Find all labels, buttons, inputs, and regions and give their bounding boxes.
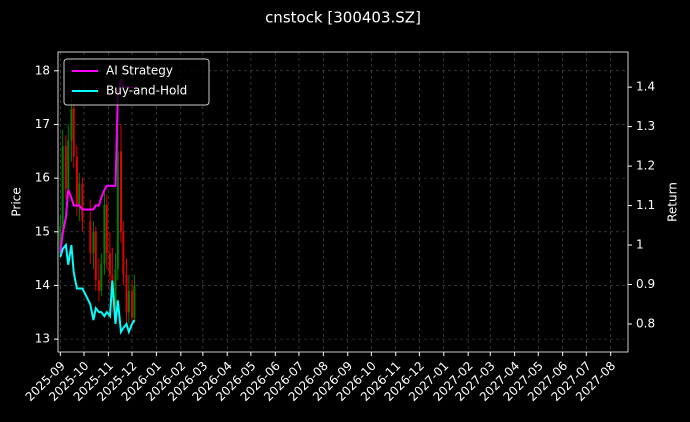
candle-body (100, 263, 103, 291)
candle-body (97, 280, 100, 291)
legend-box (63, 58, 210, 106)
candle-body (116, 151, 119, 270)
candle-body (59, 226, 62, 254)
y-tick-label: 15 (35, 224, 50, 238)
y-tick-label: 16 (35, 171, 50, 185)
candle-body (103, 204, 106, 264)
candle-body (81, 183, 84, 222)
candle-body (75, 156, 78, 205)
candle-body (122, 231, 125, 275)
y2-tick-label: 1.1 (636, 198, 655, 212)
candle-body (125, 274, 128, 313)
candle-body (119, 151, 122, 232)
y2-tick-label: 1.3 (636, 119, 655, 133)
candle-body (61, 145, 64, 227)
y2-tick-label: 0.9 (636, 277, 655, 291)
y2-tick-label: 1 (636, 238, 644, 252)
candle-body (127, 290, 130, 313)
candle-body (72, 108, 75, 157)
y-axis-label: Price (10, 187, 24, 216)
candle-body (70, 108, 73, 141)
legend-label: Buy-and-Hold (106, 84, 187, 98)
plot-frame (57, 51, 629, 353)
y-tick-label: 18 (35, 63, 50, 77)
candle-body (133, 285, 136, 318)
legend-label: AI Strategy (106, 64, 173, 78)
return-line (59, 242, 136, 335)
candle-body (114, 269, 117, 302)
y-tick-label: 14 (35, 278, 50, 292)
candle-body (92, 231, 95, 254)
candle-body (78, 183, 81, 205)
y2-tick-label: 0.8 (636, 316, 655, 330)
candle-body (108, 253, 111, 275)
candle-body (64, 145, 67, 189)
y2-axis-label: Return (666, 182, 680, 222)
candle-body (94, 231, 97, 281)
candle-body (67, 140, 70, 189)
chart-title: cnstock [300403.SZ] (265, 9, 421, 27)
y-tick-label: 17 (35, 117, 50, 131)
y2-tick-label: 1.2 (636, 159, 655, 173)
candle-body (131, 290, 134, 318)
y2-tick-label: 1.4 (636, 80, 655, 94)
candle-body (105, 204, 108, 254)
y-tick-label: 13 (35, 332, 50, 346)
candle-body (89, 221, 92, 254)
